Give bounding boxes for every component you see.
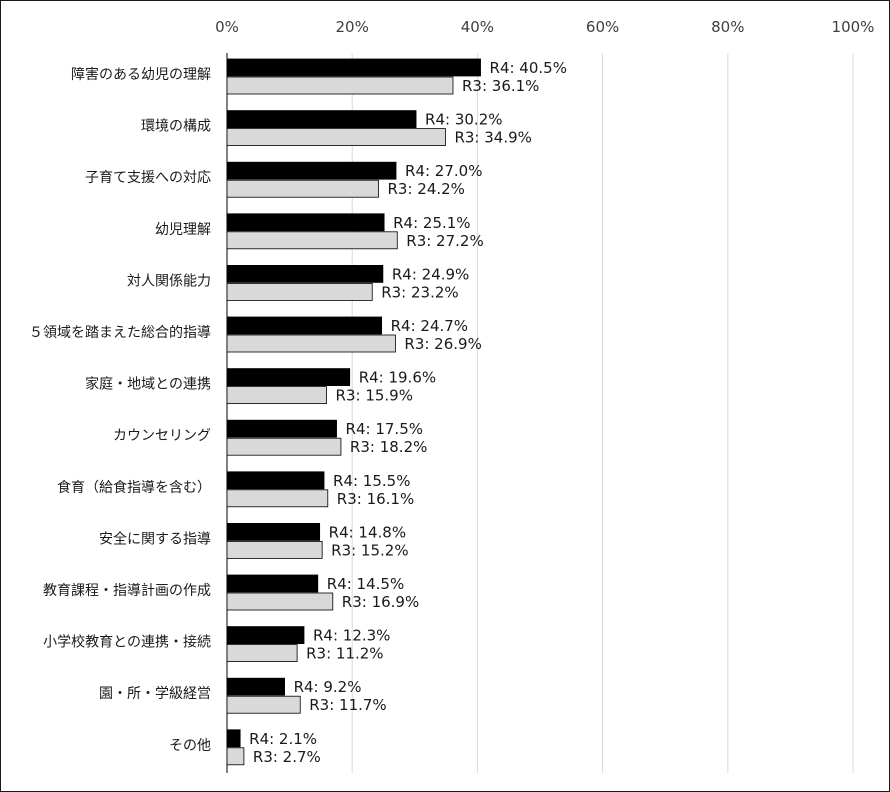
tick-label: 20% (336, 18, 369, 36)
bar-r3 (226, 437, 342, 456)
bar-r4 (226, 419, 337, 438)
data-label: R4: 15.5% (333, 472, 410, 490)
data-label: R4: 12.3% (313, 627, 390, 645)
bar-r4 (226, 574, 319, 593)
category-label: 小学校教育との連携・接続 (43, 634, 211, 651)
bar-r3 (226, 747, 245, 766)
bar-r4 (226, 677, 285, 696)
bar-r4 (226, 523, 321, 541)
data-label: R4: 9.2% (294, 678, 362, 696)
category-label: 家庭・地域との連携 (85, 376, 211, 393)
category-label: 子育て支援への対応 (85, 170, 211, 186)
category-label: 安全に関する指導 (99, 530, 211, 547)
bar-r4 (226, 213, 385, 232)
bar-r4 (226, 264, 384, 283)
data-label: R3: 2.7% (253, 748, 321, 766)
tick-label: 0% (215, 18, 239, 36)
tick-label: 80% (711, 18, 744, 36)
bar-r4 (226, 58, 481, 77)
data-label: R4: 24.9% (392, 265, 469, 283)
category-label: カウンセリング (113, 428, 211, 444)
data-label: R3: 11.7% (309, 696, 386, 714)
data-label: R3: 18.2% (350, 438, 427, 456)
bar-r4 (226, 110, 417, 128)
bar-r4 (226, 729, 241, 748)
data-label: R4: 24.7% (391, 317, 468, 335)
bar-r3 (226, 282, 373, 301)
bar-r3 (226, 231, 398, 250)
category-label: その他 (169, 738, 211, 754)
data-label: R3: 23.2% (381, 283, 458, 301)
bar-r4 (226, 161, 397, 180)
bar-r3 (226, 489, 329, 508)
data-label: R3: 15.2% (331, 541, 408, 559)
category-label: 幼児理解 (155, 222, 211, 238)
data-label: R3: 36.1% (462, 77, 539, 95)
data-label: R3: 16.9% (342, 593, 419, 611)
category-label: 教育課程・指導計画の作成 (43, 583, 211, 599)
data-label: R4: 30.2% (425, 111, 502, 129)
tick-label: 60% (586, 18, 619, 36)
bar-r4 (226, 471, 325, 490)
data-label: R4: 27.0% (405, 162, 482, 180)
bar-r3 (226, 76, 454, 95)
tick-label: 100% (832, 18, 875, 36)
data-label: R3: 26.9% (404, 335, 481, 353)
data-label: R3: 15.9% (336, 387, 413, 405)
category-label: 環境の構成 (141, 119, 211, 135)
bar-r4 (226, 626, 305, 644)
bar-r3 (226, 644, 298, 662)
category-label: 園・所・学級経営 (99, 686, 211, 702)
bar-r4 (226, 368, 351, 387)
category-label: 障害のある幼児の理解 (71, 67, 211, 83)
data-label: R3: 16.1% (337, 490, 414, 508)
category-label: 食育（給食指導を含む） (57, 479, 211, 496)
data-label: R4: 14.5% (327, 575, 404, 593)
bar-r3 (226, 386, 327, 405)
data-label: R4: 25.1% (393, 214, 470, 232)
category-label: ５領域を踏まえた総合的指導 (29, 324, 211, 341)
bar-r3 (226, 128, 446, 146)
bar-r3 (226, 695, 301, 714)
bar-r3 (226, 334, 396, 353)
data-label: R3: 11.2% (306, 645, 383, 663)
tick-label: 40% (461, 18, 494, 36)
data-label: R3: 34.9% (454, 129, 531, 147)
data-label: R4: 14.8% (329, 523, 406, 541)
bar-r3 (226, 179, 379, 198)
data-label: R3: 24.2% (387, 180, 464, 198)
data-label: R3: 27.2% (406, 232, 483, 250)
category-label: 対人関係能力 (127, 273, 211, 289)
data-label: R4: 40.5% (490, 59, 567, 77)
data-label: R4: 19.6% (359, 369, 436, 387)
data-label: R4: 2.1% (249, 730, 317, 748)
data-label: R4: 17.5% (346, 420, 423, 438)
bar-r3 (226, 541, 323, 559)
bar-r3 (226, 592, 334, 611)
bar-r4 (226, 316, 383, 335)
